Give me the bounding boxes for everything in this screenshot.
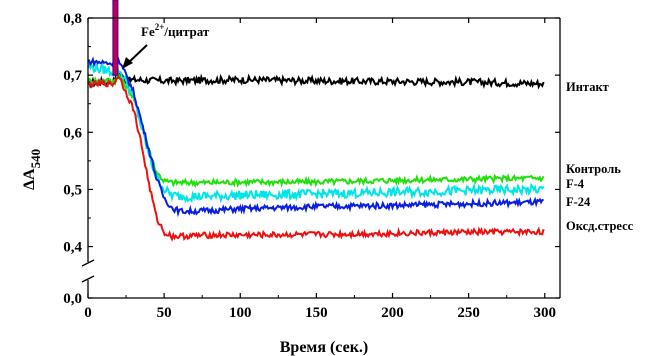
annotation-arrow-head xyxy=(122,57,133,69)
x-tick-label: 0 xyxy=(84,305,92,321)
axis-break-mark xyxy=(81,275,95,283)
annotation-label: Fe2+/цитрат xyxy=(141,22,210,39)
y-axis-title-main: ΔA xyxy=(21,168,38,190)
series-line-0 xyxy=(87,71,545,90)
y-axis-title-subscript: 540 xyxy=(28,149,43,169)
series-label-2: F-4 xyxy=(566,177,585,191)
y-tick-label: 0,4 xyxy=(63,240,82,256)
x-tick-label: 100 xyxy=(229,305,252,321)
y-tick-label: 0,6 xyxy=(63,125,82,141)
annotation-base: Fe xyxy=(141,24,155,39)
y-tick-label: 0,5 xyxy=(63,182,82,198)
axes xyxy=(81,17,561,299)
y-tick-label: 0,0 xyxy=(63,291,82,307)
series-line-3 xyxy=(87,56,544,218)
series-label-0: Интакт xyxy=(566,80,609,94)
series-label-3: F-24 xyxy=(566,195,591,209)
injection-spike xyxy=(112,0,119,76)
x-tick-label: 50 xyxy=(157,305,172,321)
series-line-1 xyxy=(87,72,545,189)
annotation-sup: 2+ xyxy=(155,22,165,32)
series-label-1: Контроль xyxy=(566,162,621,176)
x-tick-label: 200 xyxy=(381,305,404,321)
annotation-rest: /цитрат xyxy=(163,24,210,39)
series-label-4: Оксд.стресс xyxy=(566,219,634,233)
y-tick-label: 0,8 xyxy=(63,11,82,27)
axis-break-mark xyxy=(81,259,95,267)
series-line-4 xyxy=(87,75,545,242)
x-axis-title: Время (сек.) xyxy=(280,339,369,356)
y-axis-title: ΔA540 xyxy=(21,149,43,190)
series-layer xyxy=(87,0,545,242)
series-line-2 xyxy=(87,61,545,204)
x-tick-label: 250 xyxy=(457,305,480,321)
y-tick-label: 0,7 xyxy=(63,68,82,84)
x-tick-label: 300 xyxy=(534,305,557,321)
x-tick-label: 150 xyxy=(305,305,328,321)
